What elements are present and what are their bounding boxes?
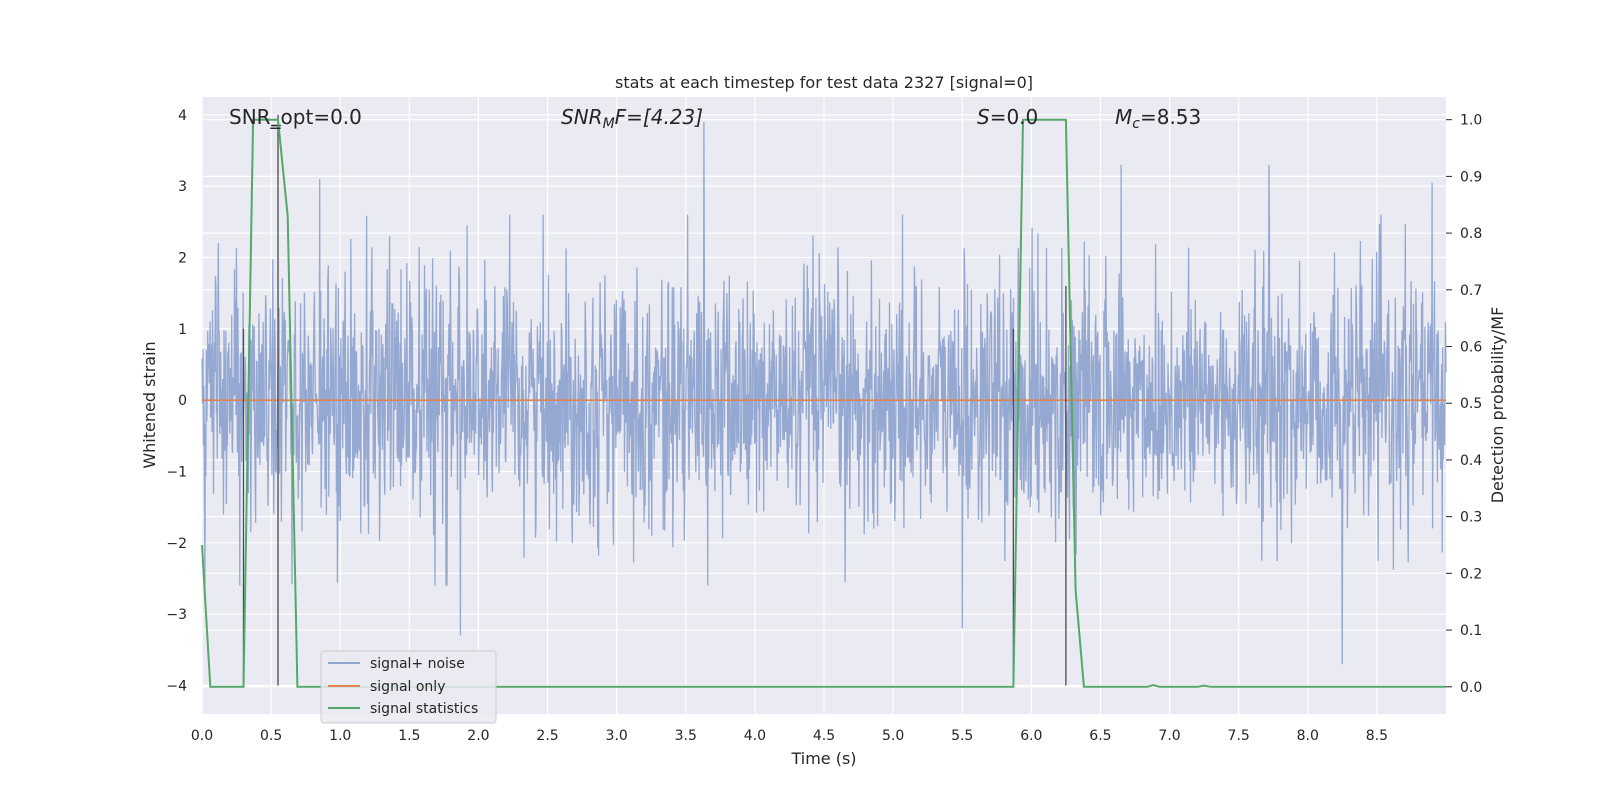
x-tick-label: 7.5 xyxy=(1228,728,1250,744)
y2-tick-labels: 1.0 0.9 0.8 0.7 0.6 0.5 0.4 0.3 0.2 0.1 0.0 xyxy=(1460,113,1482,696)
x-tick-label: 1.5 xyxy=(398,728,420,744)
x-tick-label: 0.5 xyxy=(260,728,282,744)
y-tick-label: 0 xyxy=(178,393,187,409)
legend: signal+ noise signal only signal statist… xyxy=(320,650,497,724)
legend-label-statistics: signal statistics xyxy=(370,701,478,717)
y-axis-label: Whitened strain xyxy=(140,341,159,468)
annotation-s: S=0.0 xyxy=(977,105,1038,129)
x-tick-label: 5.5 xyxy=(951,728,973,744)
signal-statistics-line xyxy=(201,118,1446,688)
legend-label-signal-only: signal only xyxy=(370,679,445,695)
y2-tick-label: 0.6 xyxy=(1460,340,1482,356)
x-tick-label: 7.0 xyxy=(1158,728,1180,744)
y2-tick-label: 0.9 xyxy=(1460,169,1482,185)
x-tick-label: 4.0 xyxy=(744,728,766,744)
annotation-mc-main: M xyxy=(1115,105,1132,129)
y2-tick-label: 0.4 xyxy=(1460,453,1482,469)
annotation-snr-opt: SNR_opt=0.0 xyxy=(229,105,362,129)
annotation-mc: Mc=8.53 xyxy=(1115,105,1201,132)
x-tick-label: 1.0 xyxy=(329,728,351,744)
y2-axis-label: Detection probability/MF xyxy=(1488,307,1507,504)
annotation-snr-mf-rest: F=[4.23] xyxy=(615,105,703,129)
legend-box xyxy=(320,650,497,724)
y2-tick-label: 1.0 xyxy=(1460,113,1482,129)
annotation-s-rest: =0.0 xyxy=(990,105,1039,129)
annotation-mc-rest: =8.53 xyxy=(1140,105,1201,129)
y2-tick-label: 0.3 xyxy=(1460,510,1482,526)
annotation-s-main: S xyxy=(977,105,990,129)
y-tick-label: 4 xyxy=(178,108,187,124)
x-tick-label: 6.0 xyxy=(1020,728,1042,744)
y-tick-label: 3 xyxy=(178,179,187,195)
y2-tick-label: 0.8 xyxy=(1460,226,1482,242)
y2-tick-label: 0.5 xyxy=(1460,396,1482,412)
annotation-snr-mf: SNRMF=[4.23] xyxy=(561,105,703,132)
y-tick-labels: 4 3 2 1 0 −1 −2 −3 −4 xyxy=(166,108,187,695)
x-tick-label: 4.5 xyxy=(813,728,835,744)
x-tick-label: 6.5 xyxy=(1089,728,1111,744)
annotation-snr-mf-sub: M xyxy=(603,116,615,132)
x-tick-labels: 0.0 0.5 1.0 1.5 2.0 2.5 3.0 3.5 4.0 4.5 5.0 5.5 6.0 6… xyxy=(191,728,1388,744)
y-tick-label: −2 xyxy=(166,536,187,552)
annotation-snr-mf-main: SNR xyxy=(561,105,603,129)
x-tick-label: 0.0 xyxy=(191,728,213,744)
x-tick-label: 5.0 xyxy=(882,728,904,744)
y-tick-label: −1 xyxy=(166,464,187,480)
y-tick-label: −3 xyxy=(166,607,187,623)
y-tick-label: 1 xyxy=(178,322,187,338)
x-tick-label: 3.5 xyxy=(675,728,697,744)
y2-tick-label: 0.0 xyxy=(1460,680,1482,696)
y-tick-label: −4 xyxy=(166,678,187,694)
chart-title: stats at each timestep for test data 232… xyxy=(615,73,1033,92)
x-tick-label: 2.0 xyxy=(467,728,489,744)
x-tick-label: 8.5 xyxy=(1366,728,1388,744)
y-tick-label: 2 xyxy=(178,250,187,266)
y2-tick-label: 0.1 xyxy=(1460,623,1482,639)
x-axis-label: Time (s) xyxy=(790,749,856,768)
marker-lines xyxy=(242,114,1067,686)
annotation-mc-sub: c xyxy=(1132,116,1140,132)
legend-label-noise: signal+ noise xyxy=(370,656,465,672)
noise-trace xyxy=(201,121,1447,665)
y2-tick-label: 0.7 xyxy=(1460,283,1482,299)
x-tick-label: 8.0 xyxy=(1297,728,1319,744)
noise-series xyxy=(201,121,1447,665)
x-tick-label: 2.5 xyxy=(536,728,558,744)
x-tick-label: 3.0 xyxy=(606,728,628,744)
y2-tick-label: 0.2 xyxy=(1460,566,1482,582)
